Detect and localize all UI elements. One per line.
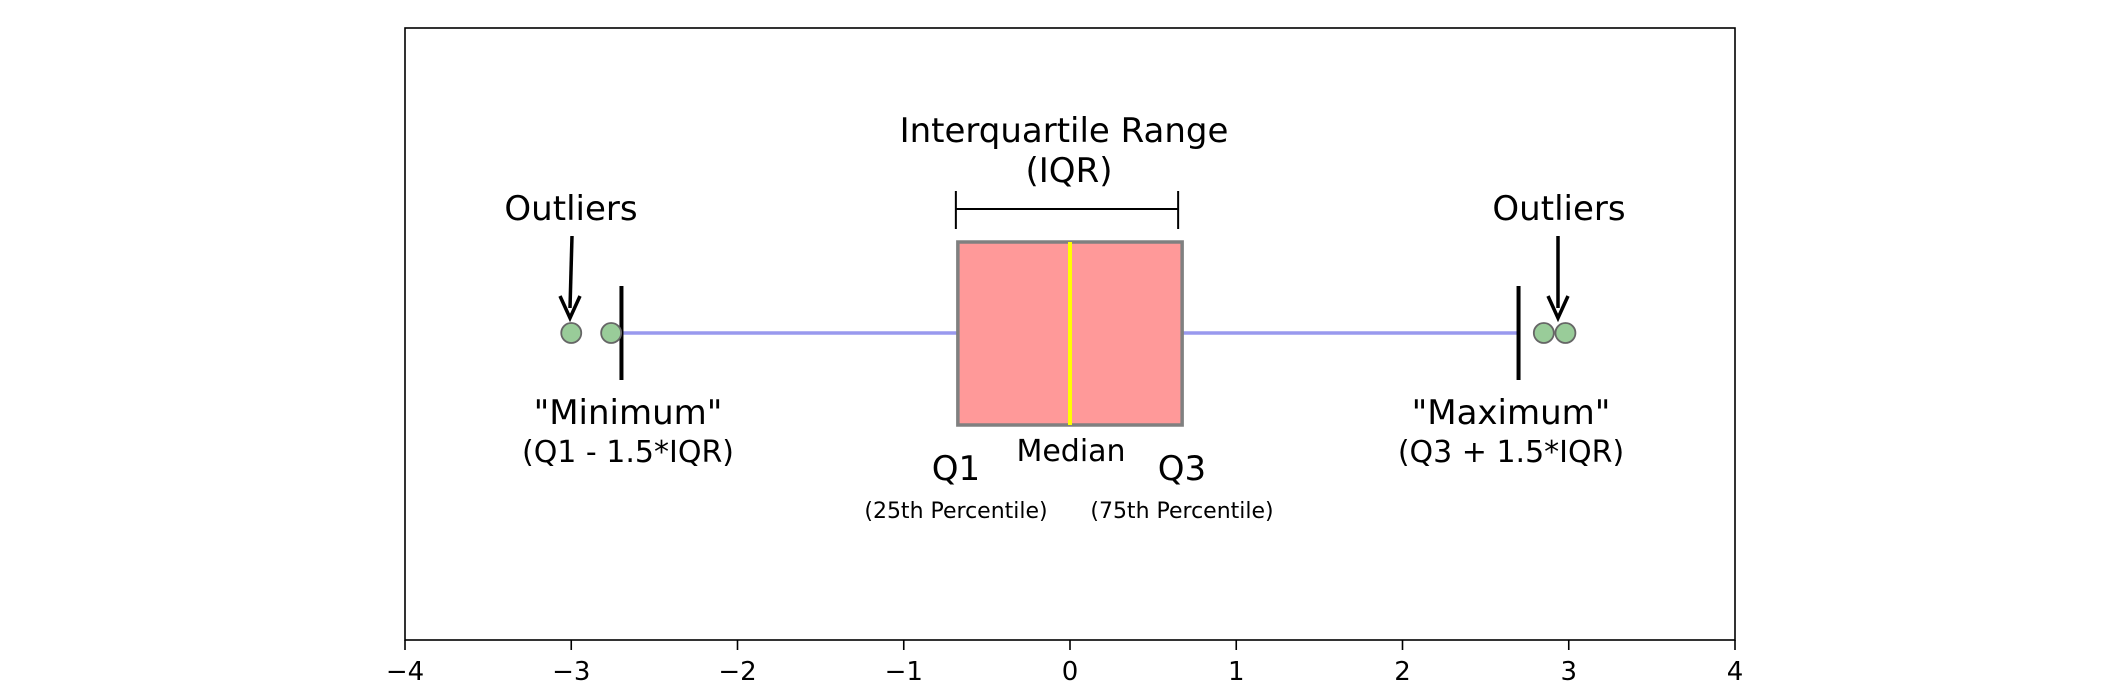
iqr-title: Interquartile Range xyxy=(900,111,1229,151)
outlier-point xyxy=(600,322,623,344)
minimum-formula: (Q1 - 1.5*IQR) xyxy=(522,435,734,470)
x-tick-label: −2 xyxy=(718,657,756,687)
x-tick-label: −1 xyxy=(885,657,923,687)
iqr-subtitle: (IQR) xyxy=(1026,151,1113,191)
x-tick-label: 4 xyxy=(1727,657,1744,687)
x-tick-label: −4 xyxy=(386,657,424,687)
x-tick-label: 0 xyxy=(1062,657,1079,687)
x-axis: −4 −3 −2 −1 0 1 2 3 4 xyxy=(386,640,1743,687)
minimum-label: "Minimum" xyxy=(534,393,723,433)
q3-description: (75th Percentile) xyxy=(1090,499,1273,524)
outlier-arrow-right xyxy=(1546,236,1570,323)
q3-label: Q3 xyxy=(1158,449,1206,489)
outlier-point xyxy=(1554,322,1577,344)
outlier-point xyxy=(1532,322,1555,344)
outlier-points xyxy=(560,322,1577,344)
x-tick-label: 2 xyxy=(1394,657,1411,687)
outlier-arrow-left xyxy=(558,235,582,323)
q1-description: (25th Percentile) xyxy=(864,499,1047,524)
maximum-label: "Maximum" xyxy=(1412,393,1611,433)
outliers-left-label: Outliers xyxy=(504,189,637,229)
x-tick-label: 3 xyxy=(1560,657,1577,687)
q1-label: Q1 xyxy=(932,449,980,489)
outliers-right-label: Outliers xyxy=(1492,189,1625,229)
outlier-point xyxy=(560,322,583,344)
iqr-bracket xyxy=(954,191,1180,229)
x-tick-label: 1 xyxy=(1228,657,1245,687)
median-label: Median xyxy=(1016,434,1125,469)
maximum-formula: (Q3 + 1.5*IQR) xyxy=(1398,435,1624,470)
x-tick-label: −3 xyxy=(552,657,590,687)
